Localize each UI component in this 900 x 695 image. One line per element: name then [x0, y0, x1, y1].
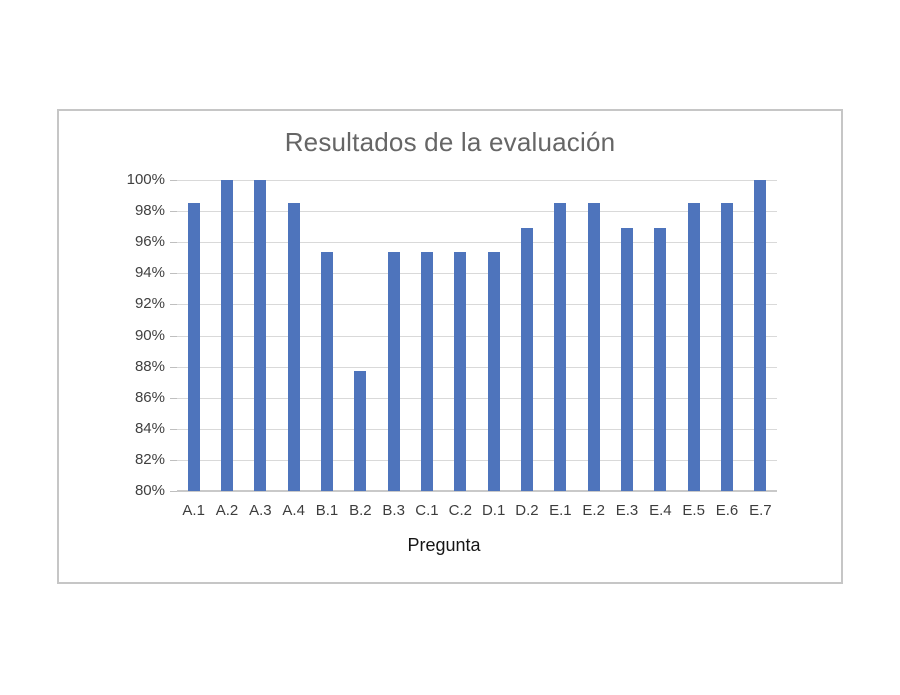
- bar-D.2[interactable]: [521, 228, 533, 491]
- y-axis-tick: [170, 460, 177, 461]
- y-tick-label: 100%: [126, 171, 165, 188]
- y-tick-label: 92%: [134, 295, 165, 312]
- y-tick-label: 84%: [134, 420, 165, 437]
- bar-B.3[interactable]: [387, 252, 400, 491]
- x-category-label: B.2: [349, 502, 372, 519]
- y-axis-tick: [170, 398, 177, 399]
- x-category-label: A.3: [249, 502, 272, 519]
- y-tick-label: 86%: [134, 389, 165, 406]
- bar-A.2[interactable]: [221, 180, 233, 491]
- y-tick-label: 88%: [134, 358, 165, 375]
- gridline: [177, 336, 777, 337]
- x-category-label: A.1: [182, 502, 205, 519]
- x-category-label: D.2: [515, 502, 539, 519]
- y-axis-tick: [170, 304, 177, 305]
- x-category-label: E.1: [549, 502, 572, 519]
- bar-E.3[interactable]: [621, 228, 633, 491]
- y-tick-label: 98%: [134, 202, 165, 219]
- y-axis-tick: [170, 429, 177, 430]
- gridline: [177, 460, 777, 461]
- gridline: [177, 429, 777, 430]
- x-category-label: E.3: [615, 502, 639, 519]
- bar-A.3[interactable]: [254, 180, 267, 491]
- x-category-label: C.2: [448, 502, 472, 519]
- bar-B.1[interactable]: [321, 252, 333, 491]
- y-tick-label: 90%: [134, 327, 165, 344]
- gridline: [177, 398, 777, 399]
- x-category-label: E.7: [749, 502, 772, 519]
- x-category-label: B.1: [315, 502, 339, 519]
- gridline: [177, 304, 777, 305]
- y-tick-label: 80%: [134, 482, 165, 499]
- x-category-label: E.6: [715, 502, 739, 519]
- x-category-label: D.1: [481, 502, 506, 519]
- x-axis-title: Pregunta: [407, 535, 481, 555]
- bar-D.1[interactable]: [487, 252, 500, 491]
- bar-A.4[interactable]: [287, 203, 300, 491]
- y-tick-label: 94%: [134, 264, 165, 281]
- y-axis-tick: [170, 180, 177, 181]
- bar-E.2[interactable]: [587, 203, 600, 491]
- gridline: [177, 242, 777, 243]
- y-tick-label: 82%: [134, 451, 165, 468]
- bar-E.1[interactable]: [554, 203, 567, 491]
- y-axis-tick: [170, 336, 177, 337]
- x-category-label: A.4: [282, 502, 305, 519]
- y-axis-tick: [170, 211, 177, 212]
- x-category-label: C.1: [415, 502, 439, 519]
- y-axis-tick: [170, 242, 177, 243]
- bar-C.2[interactable]: [454, 252, 467, 491]
- gridline: [177, 180, 777, 181]
- y-tick-label: 96%: [134, 233, 165, 250]
- x-category-label: E.2: [582, 502, 605, 519]
- y-axis-tick: [170, 491, 177, 492]
- x-axis-baseline: [177, 490, 777, 492]
- bar-C.1[interactable]: [421, 252, 433, 491]
- bar-A.1[interactable]: [187, 203, 200, 491]
- bar-E.5[interactable]: [687, 203, 700, 491]
- gridline: [177, 367, 777, 368]
- bar-E.4[interactable]: [654, 228, 667, 491]
- gridline: [177, 211, 777, 212]
- gridline: [177, 273, 777, 274]
- x-category-label: E.5: [682, 502, 705, 519]
- chart-title: Resultados de la evaluación: [284, 127, 616, 157]
- x-category-label: B.3: [382, 502, 405, 519]
- y-axis-tick: [170, 273, 177, 274]
- bar-E.6[interactable]: [721, 203, 733, 491]
- x-category-label: A.2: [215, 502, 239, 519]
- plot-area: [177, 180, 777, 492]
- bar-B.2[interactable]: [354, 371, 367, 491]
- bar-E.7[interactable]: [754, 180, 767, 491]
- chart-frame[interactable]: Resultados de la evaluación 80% 82% 84% 86%…: [57, 109, 843, 584]
- y-axis-tick: [170, 367, 177, 368]
- x-category-label: E.4: [649, 502, 672, 519]
